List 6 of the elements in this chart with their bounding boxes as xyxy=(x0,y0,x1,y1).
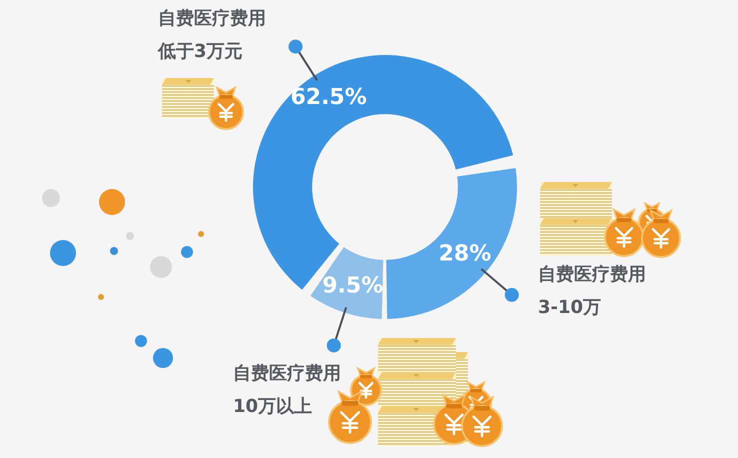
legend-label: 自费医疗费用低于3万元 xyxy=(158,7,267,64)
data-label: 62.5% xyxy=(290,85,367,110)
slice-label: 自费医疗费用10万以上 xyxy=(233,362,342,419)
data-label: 28% xyxy=(438,242,492,267)
slice-label: 自费医疗费用3-10万 xyxy=(538,263,647,320)
data-label: 9.5% xyxy=(322,274,384,299)
